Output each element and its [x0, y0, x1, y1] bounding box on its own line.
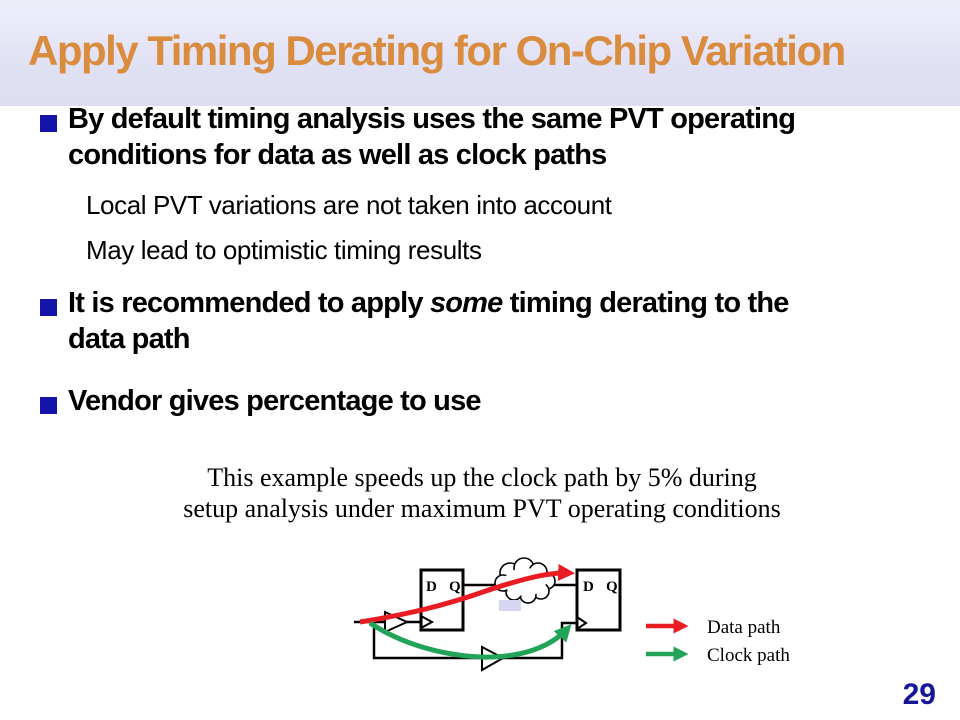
bullet2-line2: data path: [68, 323, 191, 355]
page-title: Apply Timing Derating for On-Chip Variat…: [28, 27, 846, 74]
clock-path-arrow: [368, 620, 572, 660]
bullet3-line: Vendor gives percentage to use: [68, 385, 482, 417]
clock-wire: [372, 621, 577, 660]
example-caption: This example speeds up the clock path by…: [82, 462, 882, 524]
bullet-square-icon: [40, 115, 57, 132]
title-band: [0, 0, 960, 106]
bullet-square-icon: [40, 299, 57, 316]
flipflop2-d-label: D: [583, 579, 594, 595]
caption-line1: This example speeds up the clock path by…: [207, 463, 757, 492]
bullet1-line2: conditions for data as well as clock pat…: [68, 139, 607, 171]
bullet-square-icon: [40, 397, 57, 414]
bullet1-sub2: May lead to optimistic timing results: [86, 235, 482, 265]
flipflop2-q-label: Q: [606, 579, 618, 595]
caption-line2: setup analysis under maximum PVT operati…: [183, 494, 781, 523]
bullet1-line1: By default timing analysis uses the same…: [68, 103, 796, 135]
highlight-box: [499, 600, 521, 611]
bullet1-sub1: Local PVT variations are not taken into …: [86, 190, 612, 220]
data-path-arrow: [359, 563, 576, 625]
flipflop2: [575, 568, 622, 632]
page-number: 29: [902, 678, 936, 711]
logic-cloud-icon: [494, 557, 556, 604]
flipflop1-q-label: Q: [449, 579, 461, 595]
bullet2-line1-pre: It is recommended to apply: [68, 287, 430, 319]
legend-data-path-label: Data path: [707, 617, 781, 638]
bullet2-line1: It is recommended to apply some timing d…: [68, 287, 789, 320]
flipflop2-clock-wedge-icon: [576, 616, 588, 630]
bullet2-line1-post: timing derating to the: [502, 287, 790, 319]
flipflop1-d-label: D: [426, 579, 437, 595]
legend-clock-path-label: Clock path: [707, 645, 790, 666]
timing-path-diagram: D Q D Q Data path Clock path: [354, 557, 790, 672]
bullet2-line1-italic: some: [429, 287, 503, 319]
flipflop1-clock-wedge-icon: [420, 615, 435, 629]
